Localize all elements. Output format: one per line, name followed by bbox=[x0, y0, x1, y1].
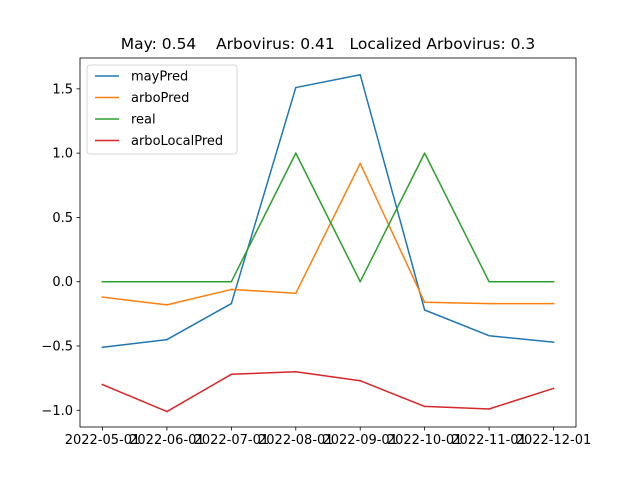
data-point-real-5 bbox=[423, 152, 426, 154]
data-point-real-0 bbox=[101, 280, 104, 283]
data-point-arboPred-1 bbox=[166, 304, 168, 306]
data-point-arboPred-3 bbox=[294, 292, 297, 295]
data-point-arboLocalPred-3 bbox=[294, 370, 297, 373]
data-point-arboLocalPred-7 bbox=[552, 387, 555, 390]
data-point-real-7 bbox=[552, 280, 555, 283]
data-point-arboPred-2 bbox=[230, 288, 233, 291]
plot-frame bbox=[79, 57, 577, 428]
x-tick-label: 2022-10-01 bbox=[387, 433, 463, 448]
legend-box bbox=[86, 64, 238, 155]
legend-label-arboPred: arboPred bbox=[131, 91, 189, 106]
x-tick-label: 2022-09-01 bbox=[322, 433, 398, 448]
series-line-arboPred bbox=[101, 162, 555, 306]
data-point-mayPred-1 bbox=[166, 338, 168, 341]
data-point-mayPred-5 bbox=[423, 309, 426, 311]
x-tick-label: 2022-07-01 bbox=[194, 433, 270, 448]
legend-label-arboLocalPred: arboLocalPred bbox=[131, 134, 223, 149]
x-tick-label: 2022-05-01 bbox=[65, 433, 141, 448]
data-point-mayPred-0 bbox=[101, 346, 104, 349]
data-point-real-3 bbox=[294, 152, 297, 154]
data-point-arboLocalPred-2 bbox=[230, 373, 233, 376]
series-layer bbox=[101, 73, 555, 413]
chart-title: May: 0.54 Arbovirus: 0.41 Localized Arbo… bbox=[121, 35, 536, 53]
y-tick-label: −0.5 bbox=[41, 340, 73, 355]
data-point-arboLocalPred-1 bbox=[166, 410, 168, 413]
data-point-arboPred-7 bbox=[552, 302, 555, 305]
data-point-arboPred-4 bbox=[359, 162, 362, 165]
data-point-real-6 bbox=[488, 280, 490, 283]
y-tick-label: 1.0 bbox=[52, 147, 73, 162]
legend: mayPred arboPred real arboLocalPred bbox=[86, 64, 238, 155]
data-point-real-1 bbox=[166, 280, 168, 283]
y-tick-label: −1.0 bbox=[41, 404, 73, 419]
series-line-real bbox=[101, 152, 555, 283]
data-point-mayPred-3 bbox=[294, 86, 297, 89]
data-point-mayPred-4 bbox=[359, 73, 362, 76]
data-point-real-2 bbox=[230, 280, 233, 283]
series-line-arboLocalPred bbox=[101, 370, 555, 413]
y-tick-label: 1.5 bbox=[52, 82, 73, 97]
data-point-arboLocalPred-6 bbox=[488, 408, 490, 410]
data-point-arboLocalPred-0 bbox=[101, 383, 104, 386]
data-point-mayPred-7 bbox=[552, 341, 555, 343]
data-point-arboLocalPred-5 bbox=[423, 405, 426, 408]
y-tick-label: 0.5 bbox=[52, 211, 73, 226]
data-point-real-4 bbox=[359, 280, 362, 283]
data-point-arboPred-5 bbox=[423, 301, 426, 304]
axes-layer: −1.0 −0.5 0.0 0.5 1.0 1.5 2022-05-012022-06-01… bbox=[41, 57, 592, 448]
x-tick-label: 2022-06-01 bbox=[129, 433, 205, 448]
data-point-arboPred-6 bbox=[488, 302, 490, 305]
y-tick-label: 0.0 bbox=[52, 275, 73, 290]
data-point-mayPred-6 bbox=[488, 334, 490, 337]
x-tick-label: 2022-11-01 bbox=[451, 433, 527, 448]
x-tick-label: 2022-08-01 bbox=[258, 433, 334, 448]
data-point-arboLocalPred-4 bbox=[359, 379, 362, 382]
data-point-mayPred-2 bbox=[230, 302, 233, 305]
legend-label-real: real bbox=[131, 113, 156, 128]
data-point-arboPred-0 bbox=[101, 296, 104, 298]
series-line-mayPred bbox=[101, 73, 555, 349]
legend-label-mayPred: mayPred bbox=[131, 70, 188, 85]
x-tick-label: 2022-12-01 bbox=[516, 433, 592, 448]
